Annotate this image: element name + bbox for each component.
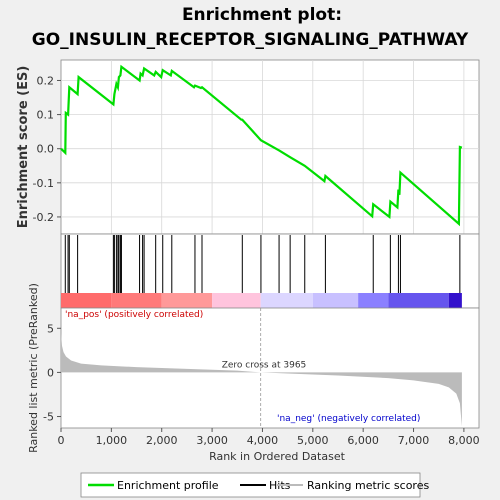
es-y-tick-label: 0.2 (37, 74, 55, 87)
x-tick-label: 5,000 (297, 434, 329, 447)
es-y-tick-label: -0.1 (33, 177, 54, 190)
legend-enrichment-label: Enrichment profile (117, 479, 219, 492)
color-bar-segment (161, 293, 213, 308)
color-bar-segment (358, 293, 389, 308)
zero-cross-label: Zero cross at 3965 (222, 360, 307, 370)
metric-y-tick-label: 0 (47, 366, 54, 379)
chart-title-line1: Enrichment plot: (182, 5, 342, 25)
es-y-tick-label: -0.2 (33, 211, 54, 224)
x-tick-label: 3,000 (196, 434, 228, 447)
es-panel (60, 59, 480, 235)
color-bar-segment (388, 293, 449, 308)
x-tick-label: 4,000 (247, 434, 279, 447)
chart-title-line2: GO_INSULIN_RECEPTOR_SIGNALING_PATHWAY (32, 30, 469, 50)
x-axis-label: Rank in Ordered Dataset (209, 450, 346, 463)
es-y-tick-label: 0.1 (37, 109, 55, 122)
x-tick-label: 2,000 (146, 434, 178, 447)
x-tick-label: 6,000 (347, 434, 379, 447)
color-bar-segment (260, 293, 313, 308)
color-bar-segment (111, 293, 162, 308)
metric-y-tick-label: -5 (43, 411, 54, 424)
color-bar-segment (212, 293, 261, 308)
metric-y-tick-label: 5 (47, 322, 54, 335)
negative-correlation-label: 'na_neg' (negatively correlated) (277, 414, 420, 424)
x-tick-label: 8,000 (448, 434, 480, 447)
es-y-axis-label: Enrichment score (ES) (16, 66, 31, 229)
es-y-tick-label: 0.0 (37, 143, 55, 156)
x-tick-label: 1,000 (96, 434, 128, 447)
color-bar-segment (312, 293, 359, 308)
positive-correlation-label: 'na_pos' (positively correlated) (65, 310, 203, 320)
color-bar-segment (448, 293, 462, 308)
color-bar-segment (61, 293, 112, 308)
legend-metric-label: Ranking metric scores (307, 479, 429, 492)
x-tick-label: 7,000 (398, 434, 430, 447)
enrichment-profile-line (60, 64, 463, 227)
x-tick-label: 0 (58, 434, 65, 447)
metric-y-axis-label: Ranked list metric (PreRanked) (27, 283, 40, 453)
